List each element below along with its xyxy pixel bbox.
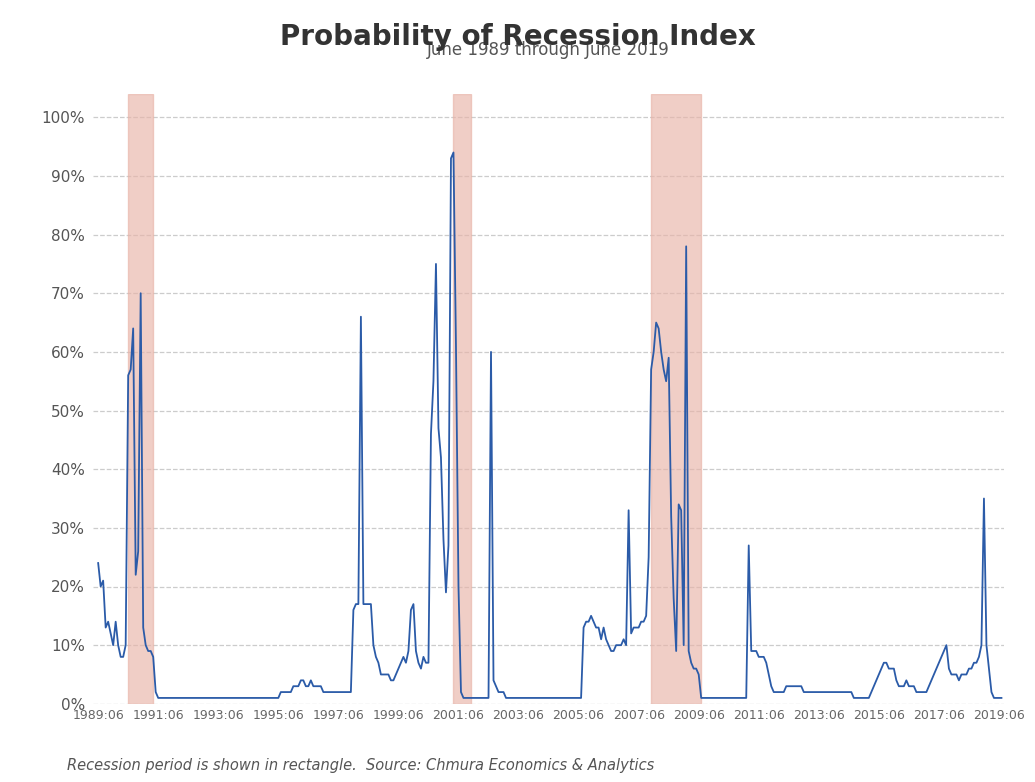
Bar	[453, 94, 471, 704]
Text: Recession period is shown in rectangle.  Source: Chmura Economics & Analytics: Recession period is shown in rectangle. …	[67, 758, 654, 773]
Text: Probability of Recession Index: Probability of Recession Index	[279, 23, 756, 52]
Bar	[128, 94, 153, 704]
Bar	[651, 94, 701, 704]
Title: June 1989 through June 2019: June 1989 through June 2019	[427, 41, 670, 59]
